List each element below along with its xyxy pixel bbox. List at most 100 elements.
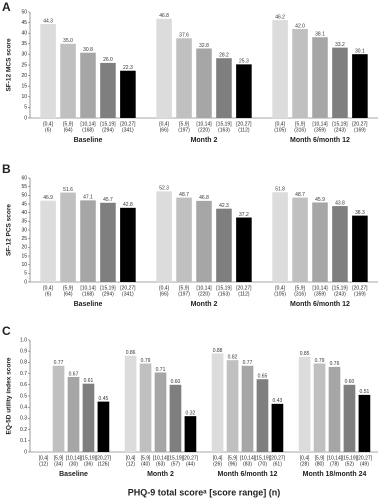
value-label: 0.82 xyxy=(228,354,238,360)
value-label: 30.1 xyxy=(355,49,365,55)
category-n: (197) xyxy=(178,291,190,297)
category-n: (294) xyxy=(102,127,114,133)
category-n: (26) xyxy=(213,461,222,467)
y-tick-label: 0 xyxy=(24,279,27,285)
group-label: Month 2 xyxy=(147,471,174,478)
bar xyxy=(272,20,288,118)
value-label: 32.8 xyxy=(199,43,209,49)
group-label: Month 6/month 12 xyxy=(290,137,350,144)
group-label: Baseline xyxy=(74,137,103,144)
y-tick-label: 45 xyxy=(21,20,27,26)
category-range: [0,4] xyxy=(126,455,136,461)
y-tick-label: 15 xyxy=(21,253,27,259)
y-tick-label: 1.0 xyxy=(20,337,27,343)
y-tick-label: 50 xyxy=(21,9,27,15)
bar xyxy=(80,200,96,282)
bar xyxy=(272,192,288,282)
category-range: [15,19] xyxy=(81,455,97,461)
category-range: [10,14] xyxy=(153,455,169,461)
bar xyxy=(80,52,96,119)
category-n: (66) xyxy=(160,127,169,133)
value-label: 0.79 xyxy=(315,358,325,364)
value-label: 25.3 xyxy=(239,59,249,65)
value-label: 38.1 xyxy=(315,32,325,38)
category-n: (341) xyxy=(122,291,134,297)
category-range: [0,4] xyxy=(159,121,169,127)
category-range: [15,19] xyxy=(255,455,271,461)
y-tick-label: 25 xyxy=(21,236,27,242)
group-label: Month 2 xyxy=(191,301,218,308)
category-n: (168) xyxy=(82,127,94,133)
value-label: 28.2 xyxy=(219,53,229,59)
value-label: 0.77 xyxy=(243,360,253,366)
category-range: [20,27] xyxy=(120,285,136,291)
category-n: (294) xyxy=(102,291,114,297)
category-range: [15,19] xyxy=(332,285,348,291)
bar xyxy=(184,416,197,452)
value-label: 51.8 xyxy=(275,187,285,193)
value-label: 45.7 xyxy=(103,197,113,203)
value-label: 0.76 xyxy=(330,361,340,367)
category-n: (220) xyxy=(198,127,210,133)
value-label: 0.67 xyxy=(69,371,79,377)
bar xyxy=(100,202,116,282)
y-tick-label: 35 xyxy=(21,41,27,47)
panel-label: B xyxy=(2,162,11,176)
category-range: [15,19] xyxy=(216,285,232,291)
bar xyxy=(226,360,239,452)
y-tick-label: 25 xyxy=(21,62,27,68)
category-n: (316) xyxy=(294,291,306,297)
category-range: [0,4] xyxy=(43,121,53,127)
category-n: (80) xyxy=(315,461,324,467)
y-tick-label: 40 xyxy=(21,31,27,37)
value-label: 51.6 xyxy=(63,187,73,193)
category-range: [10,14] xyxy=(196,121,212,127)
y-tick-label: 30 xyxy=(21,227,27,233)
bar xyxy=(312,202,328,282)
value-label: 46.8 xyxy=(159,13,169,19)
y-axis-title: EQ-5D utility index score xyxy=(6,357,13,434)
value-label: 46.2 xyxy=(275,14,285,20)
category-n: (169) xyxy=(354,127,366,133)
group-label: Month 6/month 12 xyxy=(218,471,278,478)
y-tick-label: 0.1 xyxy=(20,438,27,444)
bar xyxy=(52,365,65,452)
category-n: (28) xyxy=(300,461,309,467)
bar xyxy=(352,215,368,282)
category-n: (243) xyxy=(334,291,346,297)
y-tick-label: 0.3 xyxy=(20,416,27,422)
value-label: 0.85 xyxy=(300,351,310,357)
category-n: (63) xyxy=(156,461,165,467)
value-label: 0.86 xyxy=(126,350,136,356)
bar xyxy=(40,200,56,282)
bar xyxy=(241,365,254,452)
y-tick-label: 0.9 xyxy=(20,349,27,355)
category-range: [5,9] xyxy=(54,455,64,461)
bar xyxy=(67,376,80,452)
category-n: (12) xyxy=(39,461,48,467)
bar xyxy=(124,355,137,452)
category-n: (30) xyxy=(69,461,78,467)
category-range: [10,14] xyxy=(80,285,96,291)
category-n: (359) xyxy=(314,291,326,297)
value-label: 0.79 xyxy=(141,358,151,364)
y-tick-label: 20 xyxy=(21,245,27,251)
category-range: [10,14] xyxy=(327,455,343,461)
category-range: [20,27] xyxy=(120,121,136,127)
category-range: [5,9] xyxy=(228,455,238,461)
bar xyxy=(236,217,252,282)
category-n: (105) xyxy=(274,291,286,297)
category-n: (61) xyxy=(273,461,282,467)
value-label: 42.8 xyxy=(123,202,133,208)
category-range: [5,9] xyxy=(179,121,189,127)
category-range: [15,19] xyxy=(100,285,116,291)
value-label: 0.51 xyxy=(360,389,370,395)
value-label: 0.61 xyxy=(84,378,94,384)
value-label: 35.0 xyxy=(63,38,73,44)
bar xyxy=(154,372,167,452)
y-tick-label: 60 xyxy=(21,175,27,181)
category-range: [20,27] xyxy=(352,121,368,127)
y-tick-label: 0.6 xyxy=(20,382,27,388)
value-label: 42.3 xyxy=(219,203,229,209)
y-tick-label: 0.5 xyxy=(20,393,27,399)
